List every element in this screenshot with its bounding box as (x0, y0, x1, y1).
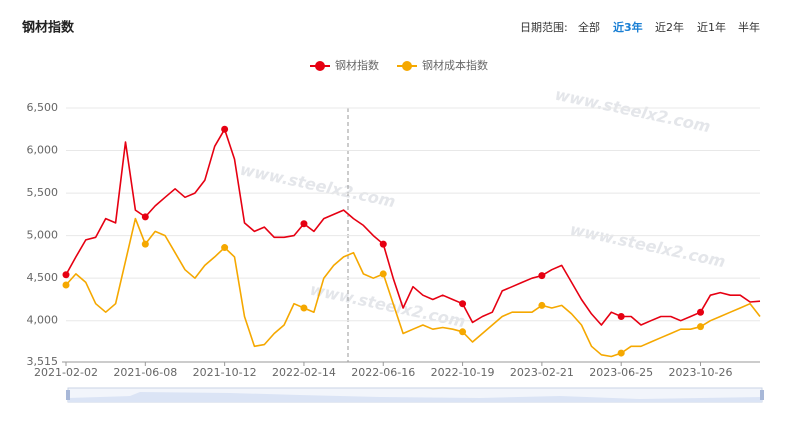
x-tick-label: 2023-10-26 (669, 366, 733, 379)
series-dot (141, 240, 149, 248)
y-tick-label: 5,000 (27, 229, 59, 242)
watermark: www.steelx2.com (553, 85, 712, 137)
x-tick-label: 2021-06-08 (113, 366, 177, 379)
series-dot (221, 244, 229, 252)
series-dot (300, 220, 308, 228)
x-tick-label: 2023-02-21 (510, 366, 574, 379)
x-tick-label: 2021-02-02 (34, 366, 98, 379)
series-line (65, 217, 761, 358)
series-dot (538, 272, 546, 280)
series-dot (459, 328, 467, 336)
zoom-handle[interactable] (66, 390, 70, 400)
legend-dot (402, 61, 412, 71)
x-tick-label: 2021-10-12 (193, 366, 257, 379)
range-option[interactable]: 近1年 (697, 20, 726, 34)
y-tick-label: 6,500 (27, 101, 59, 114)
range-option[interactable]: 近2年 (655, 20, 684, 34)
data-zoom[interactable] (66, 387, 764, 403)
y-tick-label: 3,515 (27, 355, 59, 368)
range-option[interactable]: 全部 (578, 20, 600, 34)
series-dot (617, 312, 625, 320)
range-label: 日期范围: (520, 20, 568, 34)
y-tick-label: 4,000 (27, 314, 59, 327)
series-dot (459, 300, 467, 308)
series-dot (379, 240, 387, 248)
zoom-handle[interactable] (760, 390, 764, 400)
series-dot (697, 323, 705, 331)
x-tick-label: 2022-10-19 (431, 366, 495, 379)
series-dot (300, 304, 308, 312)
series-dot (141, 213, 149, 221)
legend-dot (315, 61, 325, 71)
legend-item[interactable]: 钢材成本指数 (397, 58, 488, 72)
x-tick-label: 2022-06-16 (351, 366, 415, 379)
watermarks: www.steelx2.com www.steelx2.com www.stee… (238, 85, 727, 332)
range-option[interactable]: 半年 (738, 20, 760, 34)
range-option[interactable]: 近3年 (613, 20, 643, 34)
y-tick-label: 4,500 (27, 271, 59, 284)
watermark: www.steelx2.com (238, 160, 397, 212)
page-title: 钢材指数 (22, 20, 75, 36)
x-tick-label: 2023-06-25 (589, 366, 653, 379)
zoom-preview (68, 392, 762, 402)
y-tick-label: 6,000 (27, 144, 59, 157)
series-dot (221, 125, 229, 133)
y-tick-label: 5,500 (27, 186, 59, 199)
watermark: www.steelx2.com (568, 220, 727, 272)
series-dot (62, 271, 70, 279)
series-dot (617, 349, 625, 357)
series-line (65, 128, 761, 326)
series-dot (379, 270, 387, 278)
legend-label: 钢材成本指数 (422, 58, 488, 72)
series-dot (62, 281, 70, 289)
legend-item[interactable]: 钢材指数 (310, 58, 379, 72)
series-dot (697, 308, 705, 316)
x-tick-label: 2022-02-14 (272, 366, 336, 379)
legend-label: 钢材指数 (335, 58, 379, 72)
series-dot (538, 301, 546, 309)
